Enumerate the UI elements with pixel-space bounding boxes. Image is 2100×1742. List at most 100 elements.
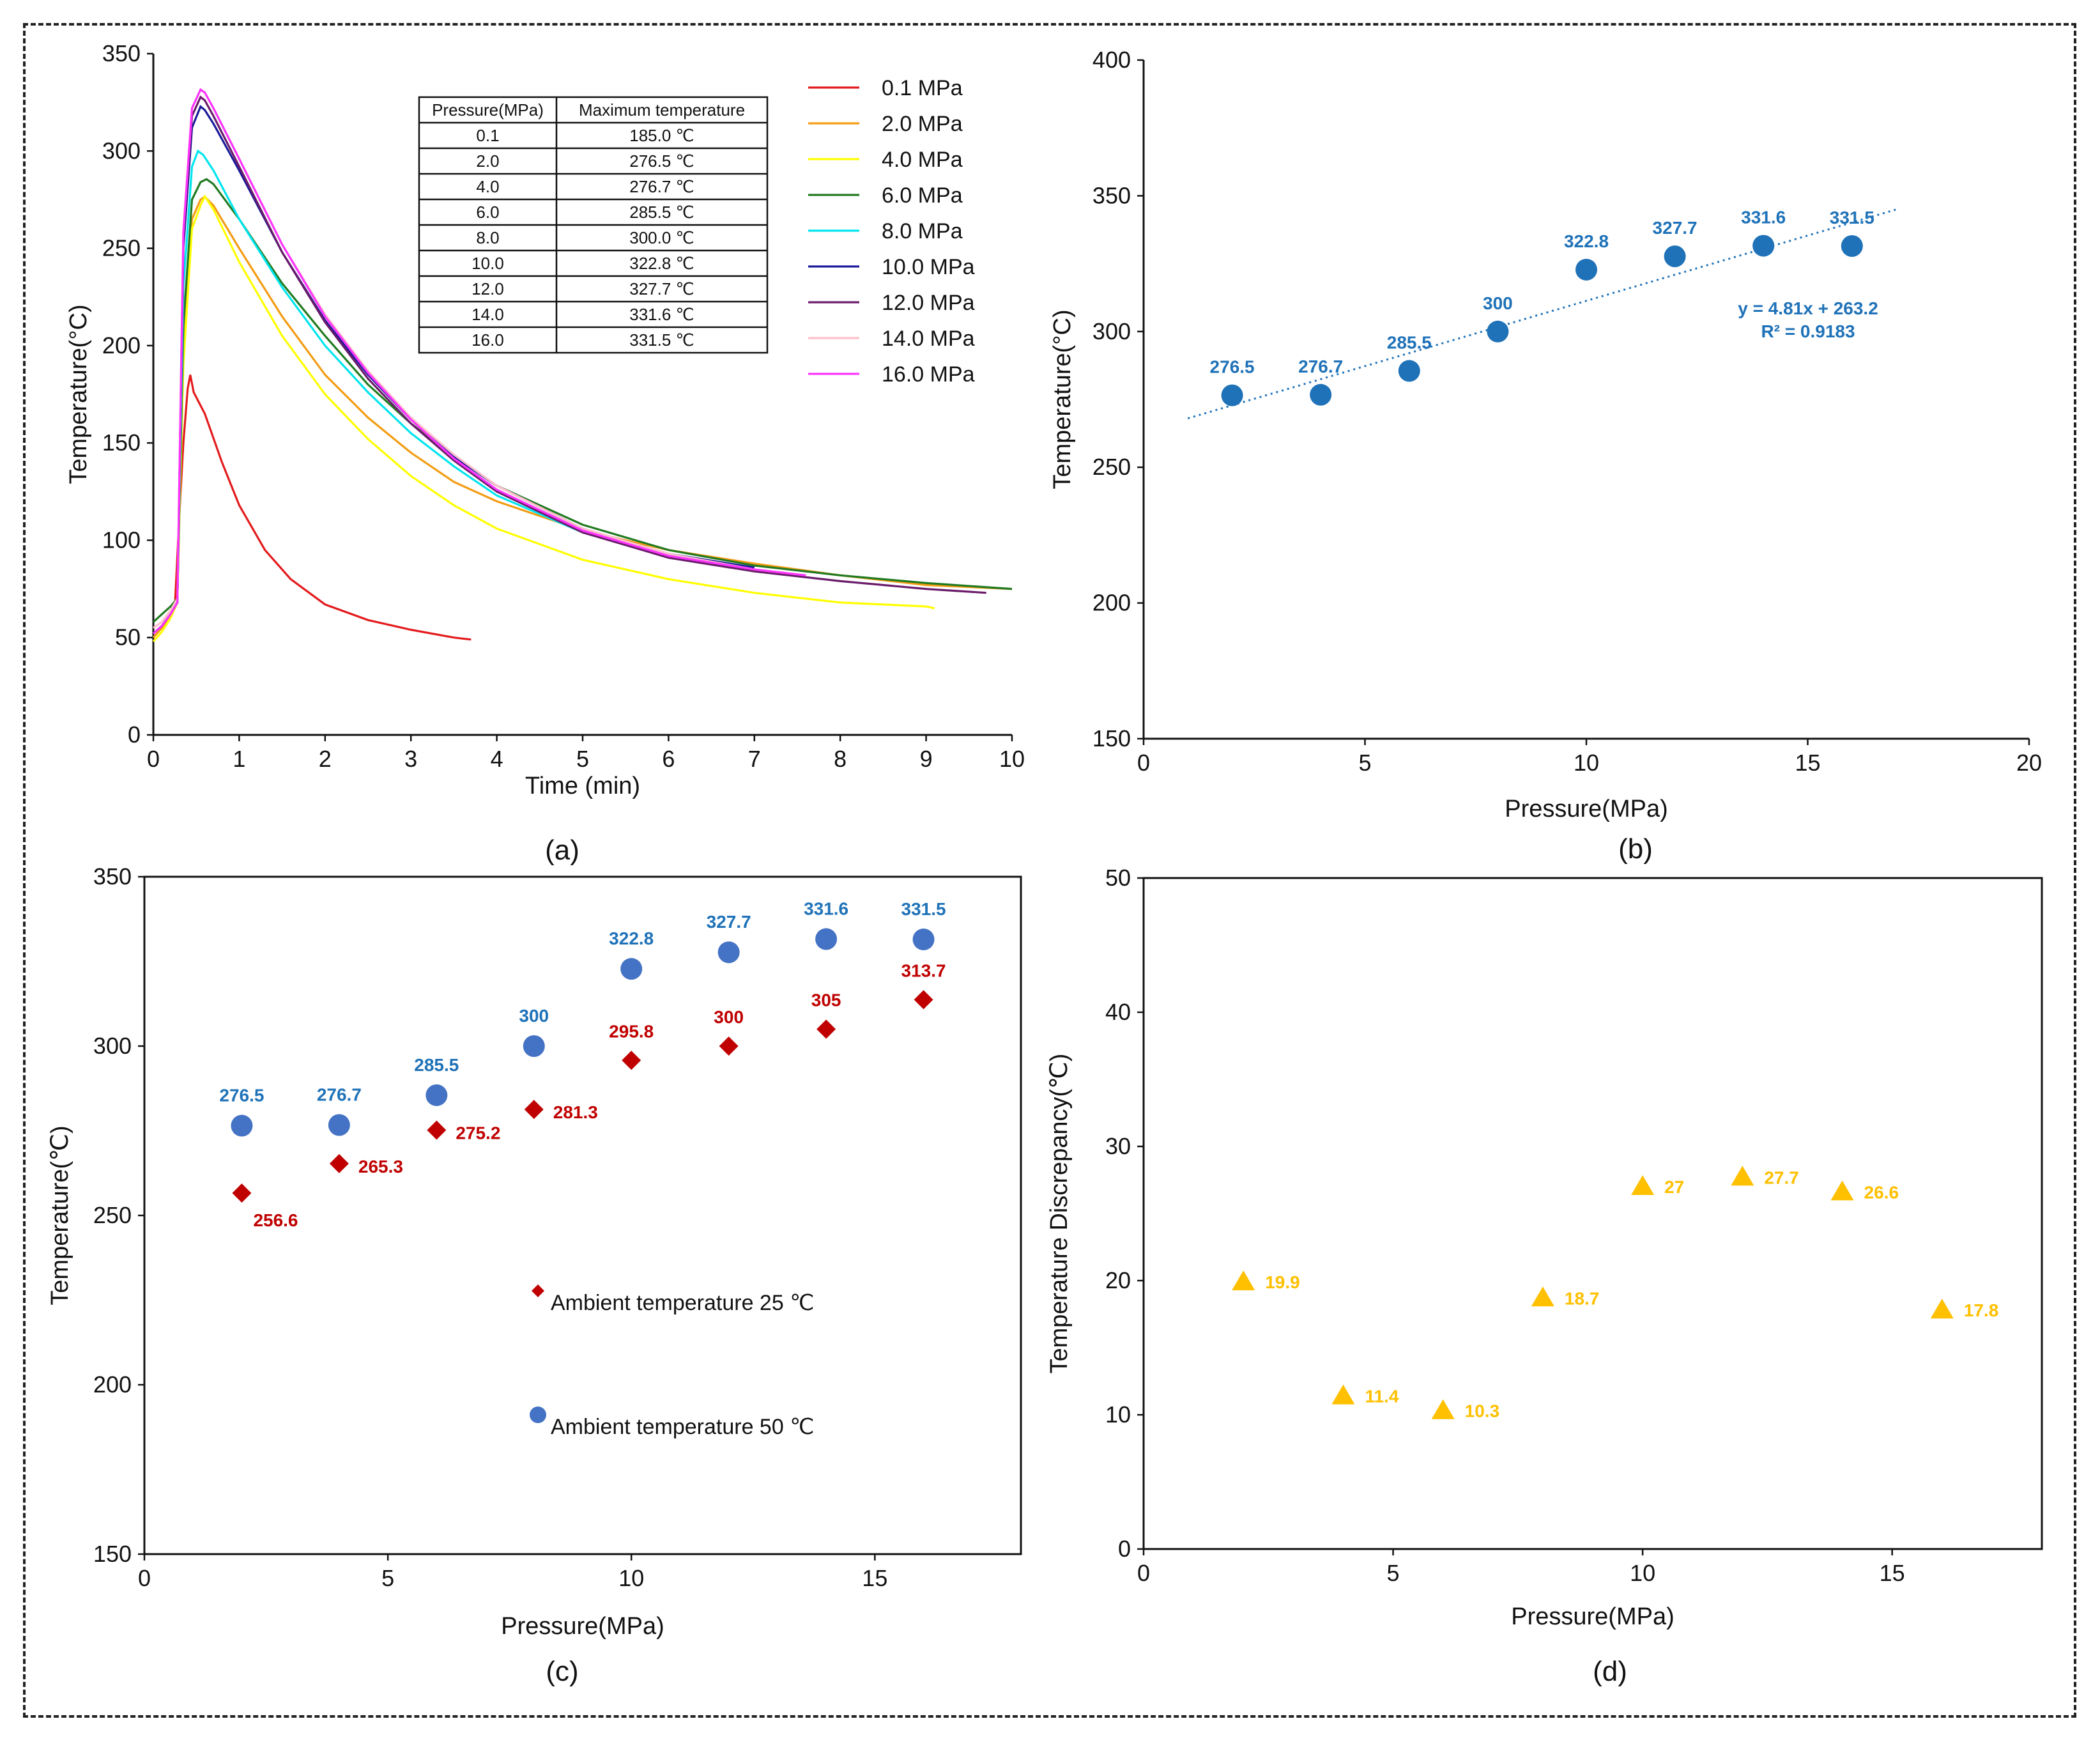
panel-caption: (c): [546, 1656, 578, 1687]
y-tick-label: 20: [1105, 1267, 1131, 1293]
y-tick-label: 10: [1105, 1401, 1131, 1428]
data-point: [1664, 245, 1686, 268]
data-point: [1221, 384, 1243, 406]
legend-label: 4.0 MPa: [882, 148, 963, 172]
x-tick-label: 0: [1137, 1560, 1150, 1586]
x-tick-label: 15: [1880, 1560, 1905, 1586]
table-cell-pressure: 2.0: [476, 151, 499, 171]
y-tick-label: 150: [93, 1541, 132, 1567]
x-tick-label: 4: [491, 746, 503, 772]
data-label: 10.3: [1465, 1401, 1500, 1421]
data-label-ambient-25: 275.2: [456, 1123, 500, 1143]
x-tick-label: 20: [2016, 750, 2042, 776]
legend-label: 0.1 MPa: [882, 76, 963, 100]
trendline-equation: y = 4.81x + 263.2: [1738, 298, 1878, 318]
data-point-ambient-50: [620, 958, 643, 980]
panel-b: 0 5 10 15 20 150 200 250 300 350 400 Pressure(MPa) T…: [1049, 47, 2042, 865]
data-label-ambient-25: 295.8: [609, 1021, 654, 1041]
legend-label-ambient-50: Ambient temperature 50 ℃: [551, 1415, 814, 1439]
x-tick-label: 1: [233, 746, 245, 772]
y-tick-label: 30: [1105, 1133, 1131, 1159]
y-tick-label: 40: [1105, 999, 1131, 1025]
data-label-ambient-50: 331.6: [804, 899, 848, 919]
legend-label: 16.0 MPa: [882, 362, 975, 387]
table-cell-pressure: 6.0: [476, 203, 499, 222]
table-cell-max-temp: 331.5 ℃: [629, 330, 694, 350]
data-label: 27: [1664, 1177, 1684, 1197]
table-cell-max-temp: 285.5 ℃: [629, 203, 694, 222]
data-label-ambient-50: 276.5: [219, 1086, 264, 1106]
data-point-ambient-25: [524, 1100, 544, 1120]
legend-label-ambient-25: Ambient temperature 25 ℃: [551, 1291, 814, 1315]
y-tick-label: 200: [102, 332, 141, 358]
y-tick-label: 50: [115, 624, 141, 651]
data-point-ambient-25: [816, 1019, 836, 1039]
panel-c: 0 5 10 15 150 200 250 300 350 Pressure(MPa) Temper…: [47, 863, 1022, 1687]
table-header-pressure: Pressure(MPa): [432, 100, 544, 119]
x-axis-title: Pressure(MPa): [1511, 1603, 1675, 1630]
data-label: 18.7: [1565, 1288, 1600, 1308]
table-cell-max-temp: 322.8 ℃: [629, 254, 694, 273]
y-tick-label: 250: [102, 235, 141, 261]
data-point-ambient-25: [427, 1120, 447, 1140]
table-cell-pressure: 12.0: [471, 279, 504, 298]
y-tick-label: 200: [1092, 590, 1131, 616]
data-point: [1731, 1166, 1754, 1186]
data-label: 19.9: [1265, 1272, 1300, 1292]
data-point-ambient-25: [329, 1153, 349, 1173]
data-label-ambient-50: 327.7: [707, 912, 751, 932]
data-point-ambient-25: [719, 1037, 739, 1056]
x-tick-label: 0: [1137, 750, 1150, 776]
data-point-ambient-50: [425, 1084, 448, 1106]
x-tick-label: 10: [618, 1565, 644, 1591]
trendline: [1187, 208, 1897, 420]
panel-d: 0 5 10 15 0 10 20 30 40 50 Pressure(MPa) Temperatur…: [1046, 865, 2043, 1687]
y-tick-label: 150: [1092, 725, 1131, 752]
y-tick-label: 400: [1092, 47, 1131, 73]
data-label-ambient-25: 313.7: [901, 960, 946, 980]
y-tick-label: 200: [93, 1371, 132, 1398]
y-tick-label: 100: [102, 527, 141, 553]
x-tick-label: 15: [1795, 750, 1820, 776]
x-tick-label: 9: [920, 746, 933, 772]
x-tick-label: 15: [862, 1565, 887, 1591]
legend-label: 10.0 MPa: [882, 255, 975, 279]
x-tick-label: 3: [404, 746, 417, 772]
table-cell-pressure: 14.0: [471, 305, 504, 324]
data-point-ambient-50: [231, 1114, 253, 1137]
legend-label: 2.0 MPa: [882, 112, 963, 136]
legend-label: 6.0 MPa: [882, 183, 963, 208]
x-tick-label: 10: [1574, 750, 1599, 776]
x-axis-title: Pressure(MPa): [1505, 796, 1668, 822]
data-label: 322.8: [1564, 231, 1609, 251]
y-axis-title: Temperature(°C): [1049, 309, 1076, 489]
y-axis-title: Temperature Discrepancy(℃): [1046, 1054, 1073, 1374]
data-point: [1310, 383, 1332, 406]
data-label: 331.6: [1741, 208, 1786, 227]
panel-caption: (a): [545, 835, 579, 866]
legend-label: 8.0 MPa: [882, 219, 963, 243]
x-tick-label: 10: [1630, 1560, 1655, 1586]
data-label: 276.5: [1210, 357, 1255, 377]
data-point-ambient-50: [523, 1035, 545, 1057]
panel-caption: (d): [1593, 1656, 1627, 1687]
table-cell-max-temp: 331.6 ℃: [629, 305, 694, 324]
legend-marker-ambient-50: [530, 1407, 546, 1423]
y-tick-label: 300: [93, 1033, 132, 1059]
series-line-16.0: [152, 88, 806, 635]
data-label: 285.5: [1387, 332, 1432, 352]
y-tick-label: 350: [1092, 182, 1131, 208]
x-tick-label: 5: [1358, 750, 1371, 776]
x-tick-label: 10: [999, 746, 1025, 772]
data-point-ambient-25: [622, 1051, 641, 1070]
data-label-ambient-50: 300: [519, 1006, 549, 1026]
plot-area-frame: [1142, 877, 2043, 1550]
table-cell-max-temp: 276.7 ℃: [629, 177, 694, 196]
data-label: 276.7: [1298, 357, 1343, 376]
y-tick-label: 350: [102, 40, 141, 66]
data-label: 26.6: [1864, 1182, 1899, 1202]
x-tick-label: 5: [576, 746, 589, 772]
table-cell-pressure: 10.0: [471, 254, 504, 273]
